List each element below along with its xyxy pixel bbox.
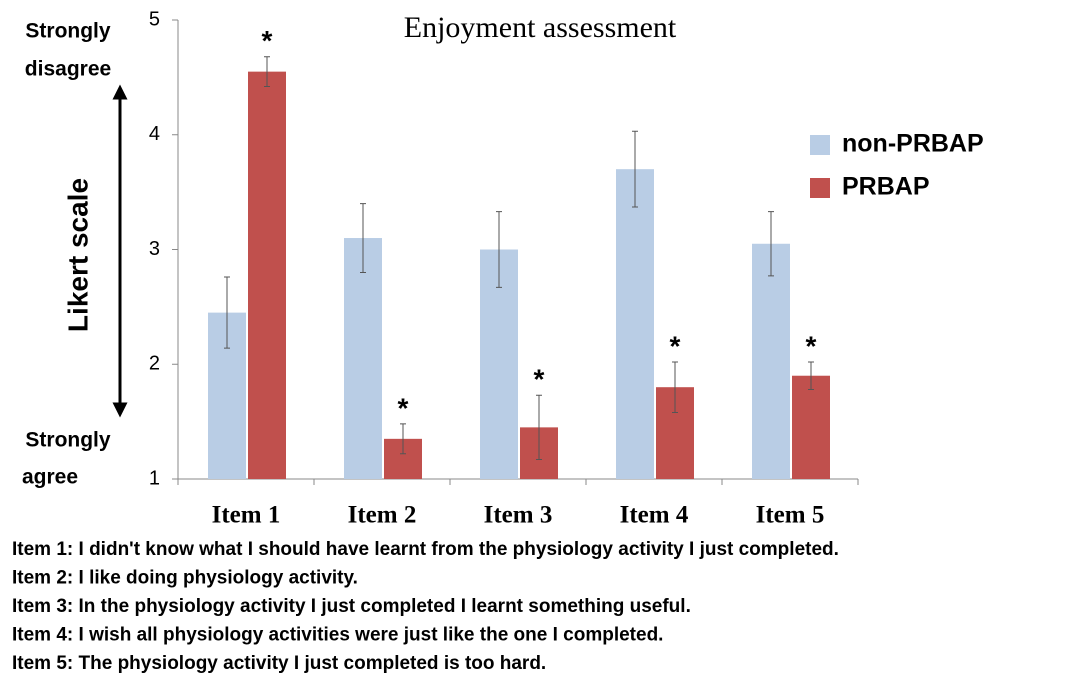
x-tick-label: Item 1 xyxy=(212,502,281,529)
error-bar xyxy=(808,361,814,390)
significance-star: * xyxy=(806,330,817,361)
chart-title: Enjoyment assessment xyxy=(404,11,677,44)
error-bar xyxy=(400,423,406,455)
item-note: Item 2: I like doing physiology activity… xyxy=(12,568,358,589)
y-tick-label: 5 xyxy=(149,8,160,30)
significance-star: * xyxy=(262,25,273,56)
significance-star: * xyxy=(398,392,409,423)
error-bar xyxy=(672,361,678,413)
significance-star: * xyxy=(534,364,545,395)
x-tick-label: Item 5 xyxy=(756,502,825,529)
error-bar xyxy=(536,394,542,460)
y-bottom-label: Strongly xyxy=(25,429,110,452)
item-note: Item 3: In the physiology activity I jus… xyxy=(12,596,691,617)
error-bar xyxy=(496,211,502,288)
error-bar xyxy=(768,211,774,277)
item-note: Item 4: I wish all physiology activities… xyxy=(12,625,663,646)
legend-label: PRBAP xyxy=(842,173,930,201)
x-tick-label: Item 4 xyxy=(620,502,689,529)
legend-swatch xyxy=(810,135,830,155)
error-bar xyxy=(360,203,366,273)
bar xyxy=(792,375,830,479)
y-top-label: disagree xyxy=(25,58,111,81)
y-tick-label: 3 xyxy=(149,238,160,260)
error-bar xyxy=(224,276,230,349)
y-bottom-label: agree xyxy=(22,466,78,489)
y-tick-label: 4 xyxy=(149,123,160,145)
bar xyxy=(248,71,286,479)
y-tick-label: 1 xyxy=(149,467,160,489)
x-tick-label: Item 2 xyxy=(348,502,417,529)
legend-swatch xyxy=(810,178,830,198)
bar xyxy=(752,243,790,479)
x-tick-label: Item 3 xyxy=(484,502,553,529)
y-top-label: Strongly xyxy=(25,20,110,43)
item-note: Item 5: The physiology activity I just c… xyxy=(12,653,546,674)
error-bar xyxy=(632,130,638,208)
significance-star: * xyxy=(670,330,681,361)
y-axis-label: Likert scale xyxy=(62,178,93,332)
bar xyxy=(344,238,382,479)
y-tick-label: 2 xyxy=(149,353,160,375)
legend-label: non-PRBAP xyxy=(842,130,984,158)
bar xyxy=(616,169,654,480)
item-note: Item 1: I didn't know what I should have… xyxy=(12,539,839,560)
error-bar xyxy=(264,56,270,88)
